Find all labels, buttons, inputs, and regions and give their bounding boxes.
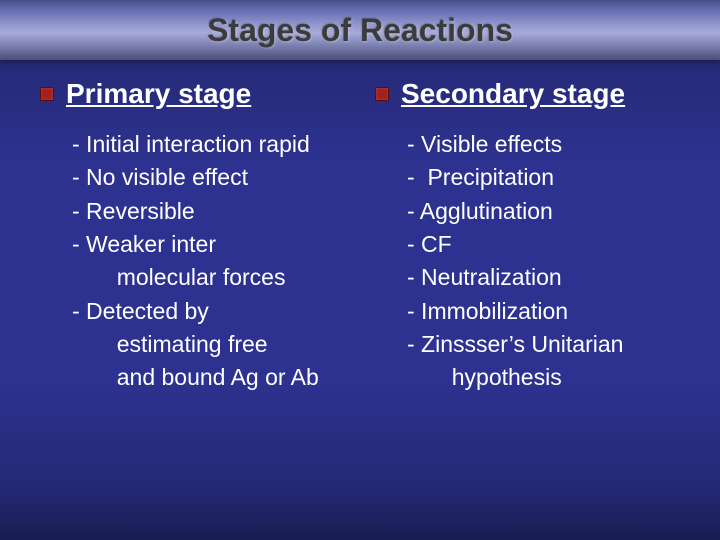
list-item: - CF: [407, 228, 690, 261]
right-column: Secondary stage - Visible effects - Prec…: [375, 78, 690, 395]
slide-title: Stages of Reactions: [207, 12, 513, 49]
right-list: - Visible effects - Precipitation - Aggl…: [375, 128, 690, 395]
list-item: - Visible effects: [407, 128, 690, 161]
list-item: - Weaker inter: [72, 228, 355, 261]
slide: Stages of Reactions Primary stage - Init…: [0, 0, 720, 540]
list-item: - Initial interaction rapid: [72, 128, 355, 161]
list-item: molecular forces: [72, 261, 355, 294]
list-item: - Precipitation: [407, 161, 690, 194]
list-item: - Reversible: [72, 195, 355, 228]
left-column: Primary stage - Initial interaction rapi…: [40, 78, 355, 395]
list-item: and bound Ag or Ab: [72, 361, 355, 394]
left-heading-row: Primary stage: [40, 78, 355, 110]
right-heading-row: Secondary stage: [375, 78, 690, 110]
list-item: - Neutralization: [407, 261, 690, 294]
bullet-square-icon: [375, 87, 389, 101]
list-item: estimating free: [72, 328, 355, 361]
right-heading: Secondary stage: [401, 78, 625, 110]
list-item: - Detected by: [72, 295, 355, 328]
list-item: - No visible effect: [72, 161, 355, 194]
list-item: - Immobilization: [407, 295, 690, 328]
list-item: hypothesis: [407, 361, 690, 394]
left-heading: Primary stage: [66, 78, 251, 110]
left-list: - Initial interaction rapid - No visible…: [40, 128, 355, 395]
columns-container: Primary stage - Initial interaction rapi…: [0, 60, 720, 395]
list-item: - Zinssser’s Unitarian: [407, 328, 690, 361]
list-item: - Agglutination: [407, 195, 690, 228]
title-band: Stages of Reactions: [0, 0, 720, 60]
bullet-square-icon: [40, 87, 54, 101]
